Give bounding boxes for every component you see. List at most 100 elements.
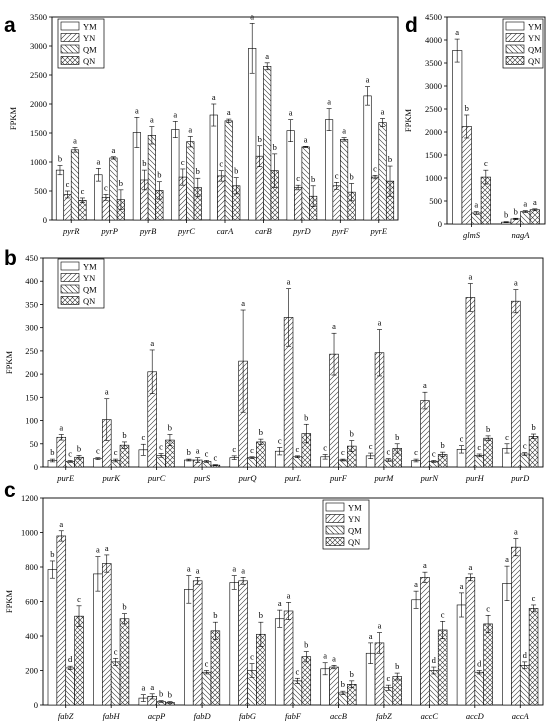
significance-letter: a	[150, 338, 154, 348]
bar	[502, 583, 512, 706]
y-tick-label: 2000	[30, 99, 47, 109]
significance-letter: a	[323, 651, 327, 661]
significance-letter: a	[468, 272, 472, 282]
significance-letter: a	[327, 97, 331, 107]
significance-letter: b	[142, 158, 146, 168]
significance-letter: b	[213, 610, 217, 620]
significance-letter: a	[241, 298, 245, 308]
bar	[56, 436, 67, 468]
significance-letter: c	[505, 432, 509, 442]
legend-label: QN	[83, 56, 95, 66]
x-category-label: purD	[510, 473, 530, 483]
x-category-label: purS	[193, 473, 211, 483]
bar	[171, 129, 180, 221]
significance-letter: a	[505, 554, 509, 564]
x-category-label: carB	[255, 226, 272, 236]
significance-letter: a	[250, 11, 254, 21]
significance-letter: a	[278, 598, 282, 608]
significance-letter: d	[432, 655, 437, 665]
significance-letter: a	[381, 107, 385, 117]
significance-letter: c	[278, 435, 282, 445]
significance-letter: b	[119, 178, 123, 188]
significance-letter: a	[289, 108, 293, 118]
y-tick-label: 0	[34, 462, 38, 472]
bar	[201, 671, 212, 706]
significance-letter: b	[196, 166, 200, 176]
significance-letter: c	[66, 179, 70, 189]
bar	[274, 618, 285, 706]
significance-letter: a	[378, 621, 382, 631]
legend-label: QM	[83, 45, 97, 55]
bar	[519, 665, 530, 706]
panel-letter-d: d	[405, 14, 418, 37]
significance-letter: b	[350, 429, 354, 439]
bar	[283, 610, 294, 706]
legend-swatch	[325, 525, 345, 535]
legend-swatch	[60, 296, 80, 305]
legend-swatch	[505, 56, 525, 65]
legend-swatch	[505, 21, 525, 31]
y-tick-label: 4500	[425, 12, 442, 22]
significance-letter: a	[241, 565, 245, 575]
legend-swatch	[60, 44, 80, 54]
significance-letter: b	[159, 689, 163, 699]
significance-letter: a	[287, 277, 291, 287]
significance-letter: a	[105, 543, 109, 553]
x-category-label: acpP	[148, 711, 165, 721]
bar	[56, 535, 67, 706]
legend-label: QN	[348, 537, 360, 547]
x-category-label: pyrF	[331, 226, 349, 236]
significance-letter: c	[386, 447, 390, 457]
significance-letter: a	[135, 105, 139, 115]
x-category-label: purF	[329, 473, 348, 483]
bar	[70, 149, 80, 221]
bar	[370, 176, 380, 221]
bar	[429, 670, 439, 706]
significance-letter: c	[523, 441, 527, 451]
bar	[217, 175, 226, 221]
y-tick-label: 2500	[30, 70, 47, 80]
bar	[110, 661, 121, 706]
x-category-label: glmS	[463, 230, 481, 240]
bar	[55, 169, 65, 221]
significance-letter: a	[369, 631, 373, 641]
legend-swatch	[325, 537, 345, 546]
significance-letter: b	[273, 142, 277, 152]
significance-letter: a	[514, 527, 518, 537]
x-category-label: accD	[466, 711, 485, 721]
legend-label: YM	[83, 262, 97, 272]
significance-letter: b	[259, 610, 263, 620]
significance-letter: a	[423, 560, 427, 570]
significance-letter: c	[181, 157, 185, 167]
significance-letter: a	[378, 318, 382, 328]
bar	[224, 120, 233, 221]
bar	[247, 457, 257, 468]
y-tick-label: 2000	[425, 127, 442, 137]
significance-letter: c	[219, 159, 223, 169]
x-category-label: purC	[147, 473, 166, 483]
bar	[238, 580, 248, 706]
significance-letter: b	[122, 602, 126, 612]
legend-swatch	[60, 284, 80, 294]
bar	[528, 608, 539, 706]
legend-label: QM	[83, 285, 97, 295]
significance-letter: c	[369, 441, 373, 451]
bar	[411, 599, 421, 706]
significance-letter: c	[323, 442, 327, 452]
significance-letter: c	[386, 673, 390, 683]
significance-letter: b	[311, 174, 315, 184]
significance-letter: c	[250, 652, 254, 662]
legend-swatch	[505, 33, 525, 42]
y-axis-label: FPKM	[8, 106, 18, 130]
y-tick-label: 1500	[425, 150, 442, 160]
y-tick-label: 3500	[425, 58, 442, 68]
bar	[465, 577, 476, 706]
significance-letter: b	[395, 661, 399, 671]
legend-label: QN	[528, 56, 540, 66]
x-category-label: accB	[330, 711, 347, 721]
significance-letter: b	[441, 440, 445, 450]
significance-letter: b	[122, 430, 126, 440]
bar	[511, 300, 521, 468]
